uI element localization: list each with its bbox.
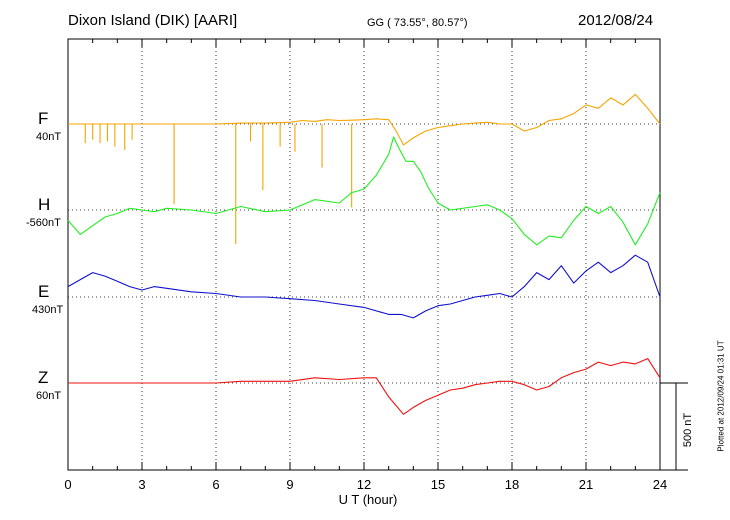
scale-bar-label: 500 nT — [682, 412, 694, 448]
date-label: 2012/08/24 — [578, 12, 654, 29]
series-line-z — [68, 358, 661, 415]
series-group — [67, 93, 661, 415]
channel-name-f: F — [38, 109, 49, 128]
geo-coordinates: GG ( 73.55°, 80.57°) — [367, 17, 468, 29]
channel-baseline-e: 430nT — [32, 304, 64, 316]
series-line-h — [67, 136, 661, 246]
plotted-timestamp: Plotted at 2012/09/24 01:31 UT — [716, 340, 726, 452]
x-tick-label: 0 — [64, 477, 72, 492]
series-line-f — [68, 93, 661, 146]
channel-name-h: H — [38, 195, 51, 214]
station-title: Dixon Island (DIK) [AARI] — [68, 12, 238, 29]
x-tick-label: 21 — [578, 477, 594, 492]
channel-name-z: Z — [38, 368, 49, 387]
scale-bar — [660, 382, 688, 471]
x-axis-ticks — [67, 39, 661, 470]
x-tick-label: 3 — [138, 477, 146, 492]
series-line-e — [67, 254, 661, 319]
x-tick-label: 12 — [356, 477, 372, 492]
x-axis-label: U T (hour) — [338, 492, 398, 507]
grid-lines — [141, 39, 587, 470]
x-tick-label: 18 — [504, 477, 520, 492]
x-tick-label: 15 — [430, 477, 446, 492]
x-tick-label: 6 — [212, 477, 220, 492]
channel-name-e: E — [38, 282, 50, 301]
channel-baseline-z: 60nT — [36, 390, 62, 402]
channel-baseline-f: 40nT — [36, 131, 62, 143]
channel-baseline-h: -560nT — [26, 217, 61, 229]
x-tick-label: 9 — [286, 477, 294, 492]
x-tick-label: 24 — [652, 477, 668, 492]
channel-baselines — [68, 123, 660, 384]
